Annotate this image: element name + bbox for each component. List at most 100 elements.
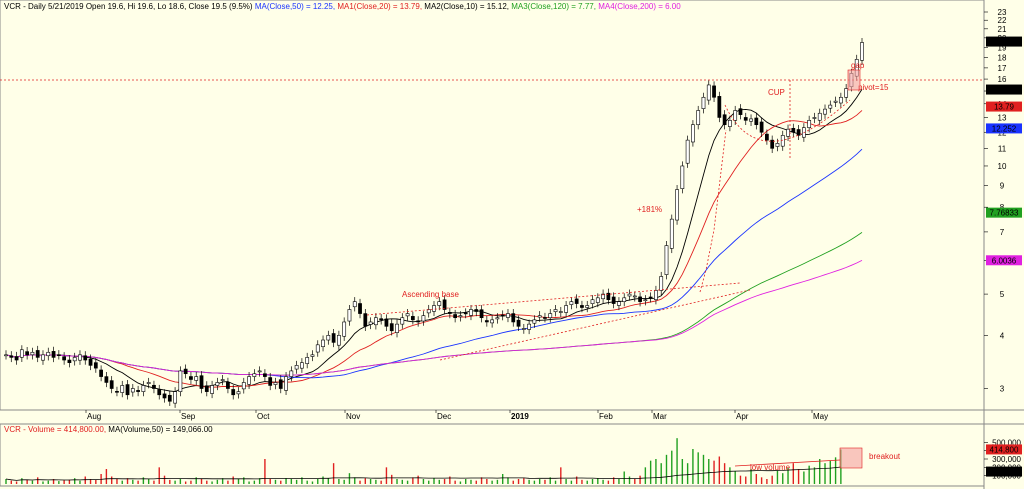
x-tick-label: Mar [653,412,667,421]
candle-body [532,319,537,324]
candle-body [780,135,785,147]
candle-body [638,296,642,302]
candle-body [157,389,162,396]
candle-body [284,376,288,391]
candle-body [643,299,648,302]
last-close-tag: 19.6 [996,38,1012,47]
y-tick-label: 10 [998,162,1007,171]
candle-body [432,305,436,312]
x-tick-label: Nov [346,412,360,421]
candle-body [194,376,199,381]
candle-body [120,385,125,393]
candle-body [257,370,262,373]
candle-body [99,369,103,377]
candle-body [162,393,167,399]
candle-body [453,314,458,319]
candle-body [548,313,553,319]
candle-body [41,354,45,361]
candle-body [759,121,764,133]
candle-body [416,320,421,323]
candle-body [611,296,616,304]
candle-body [817,112,822,121]
candle-body [521,328,526,330]
candle-body [796,129,801,136]
ma200-tag-bg [986,255,1022,266]
candle-body [664,245,669,275]
candle-body [632,295,637,298]
candle-body [130,388,135,393]
candle-body [136,390,140,392]
candle-body [585,305,590,308]
price-header: VCR - Daily 5/21/2019 Open 19.6, Hi 19.6… [4,2,681,11]
candle-body [220,379,225,381]
candle-body [83,355,88,361]
price-pane[interactable] [0,0,985,411]
annotation-pivot: pivot=15 [858,83,889,92]
low-volume-line [734,459,841,467]
candle-body [104,376,109,383]
candle-body [152,384,156,389]
candle-body [775,143,780,147]
candle-body [791,127,796,133]
candle-body [484,320,489,323]
candle-body [543,317,547,319]
candle-body [268,377,273,386]
candle-body [51,351,56,358]
annotation-low-volume: low volume [750,463,791,472]
candle-body [67,359,72,363]
ma10-tag-bg [986,84,1022,95]
price-axis[interactable] [984,0,1024,489]
candle-body [331,333,336,343]
ma20-tag: 13.79 [994,103,1015,112]
candle-body [352,301,357,308]
candle-body [46,351,51,357]
candle-body [384,318,389,327]
candle-body [289,370,294,377]
candle-body [495,317,500,320]
candle-body [733,110,738,121]
candle-body [226,381,230,389]
candle-body [210,385,214,394]
candle-body [712,85,716,98]
candle-body [321,339,325,347]
last-close-tag-bg [986,36,1022,47]
candle-body [654,290,658,300]
candle-body [125,384,130,396]
y-tick-label: 13 [998,113,1007,122]
candle-body [617,301,621,306]
candle-body [537,315,542,318]
x-tick-label: Apr [736,412,749,421]
candle-body [9,355,14,358]
candle-body [627,293,632,297]
y-tick-label: 17 [998,64,1007,73]
candle-body [173,391,177,404]
candle-body [701,96,706,109]
candle-body [728,120,732,127]
candle-body [278,379,283,389]
candle-body [500,314,505,317]
candle-body [717,96,722,118]
ma120-tag-bg [986,207,1022,218]
candle-body [231,389,236,396]
candle-body [601,293,605,300]
candle-body [35,350,40,358]
candle-body [109,380,114,389]
candle-body [204,385,209,392]
candle-body [72,357,77,362]
y-tick-label: 9 [1000,181,1005,190]
volume-ma-tag-bg [986,466,1022,477]
candle-body [469,309,473,316]
volume-ma-line [5,466,841,481]
volume-ma-tag: 149,066 [990,468,1019,477]
candle-body [56,354,61,356]
candle-body [273,382,278,385]
candle-body [490,319,494,324]
candle-body [400,317,405,325]
x-tick-label: Feb [599,412,613,421]
ascending-base-bottom-line [439,289,751,361]
candle-body [680,165,685,189]
candle-body [786,128,790,137]
ma20-tag-bg [986,101,1022,112]
candle-body [527,323,531,330]
